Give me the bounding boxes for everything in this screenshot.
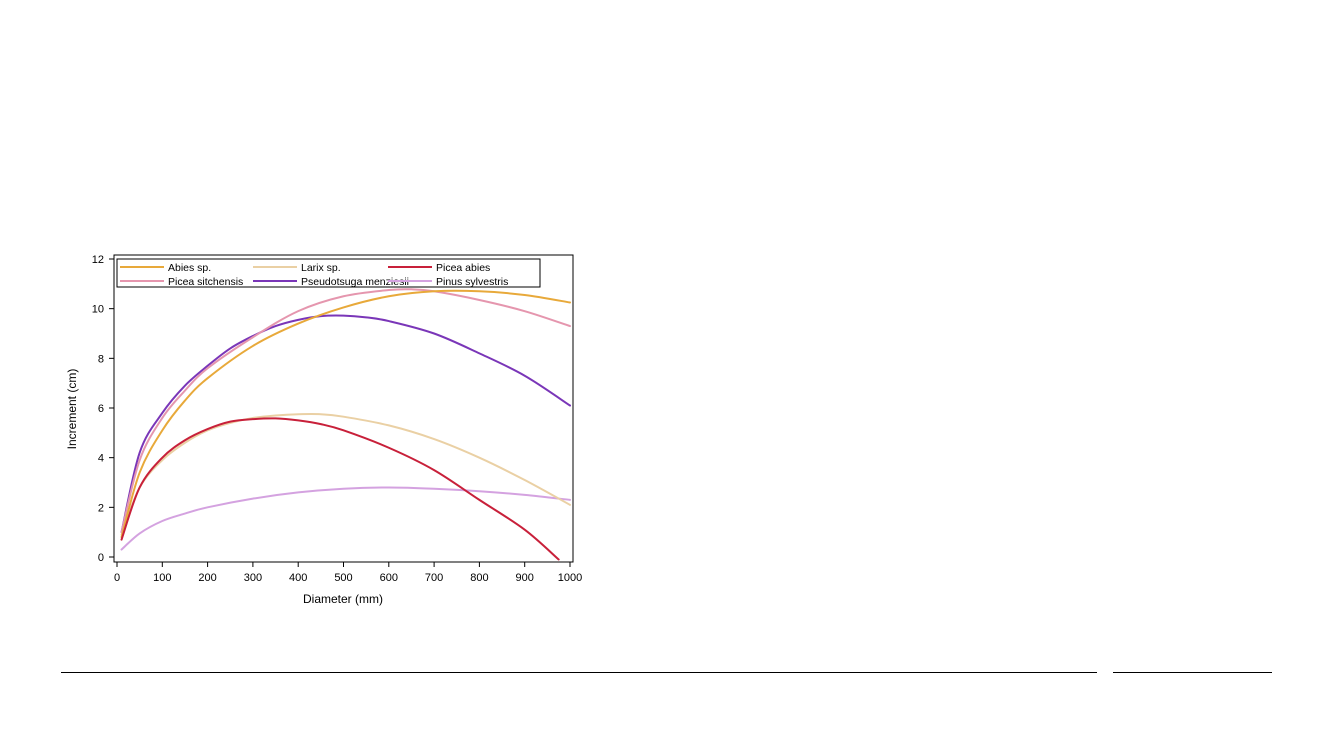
x-tick-label: 400	[289, 572, 307, 584]
x-tick-label: 900	[516, 572, 534, 584]
legend-label-picea-sitchensis: Picea sitchensis	[168, 276, 243, 288]
y-axis-label: Increment (cm)	[65, 369, 79, 450]
y-tick-label: 10	[92, 304, 104, 316]
legend-label-pinus-sylvestris: Pinus sylvestris	[436, 276, 508, 288]
series-line-picea-sitchensis	[122, 289, 570, 532]
x-axis-label: Diameter (mm)	[303, 592, 383, 606]
footer-rule-right	[1113, 672, 1272, 673]
legend-label-abies-sp: Abies sp.	[168, 262, 211, 274]
footer-rule-left	[61, 672, 1097, 673]
legend: Abies sp. Larix sp. Picea abies Picea sitch…	[117, 259, 540, 288]
legend-label-picea-abies: Picea abies	[436, 262, 490, 274]
y-axis-ticks: 0 2 4 6 8 10 12	[92, 254, 114, 564]
x-tick-label: 200	[198, 572, 216, 584]
x-tick-label: 1000	[558, 572, 582, 584]
x-tick-label: 300	[244, 572, 262, 584]
x-tick-label: 800	[470, 572, 488, 584]
y-tick-label: 4	[98, 453, 104, 465]
x-tick-label: 600	[380, 572, 398, 584]
y-tick-label: 2	[98, 502, 104, 514]
series-line-abies-sp	[122, 291, 570, 537]
y-tick-label: 8	[98, 353, 104, 365]
x-tick-label: 500	[334, 572, 352, 584]
y-tick-label: 6	[98, 403, 104, 415]
x-axis-ticks: 0 100 200 300 400 500 600 700 800 900 1000	[114, 562, 582, 584]
series-line-pinus-sylvestris	[122, 487, 570, 549]
x-tick-label: 100	[153, 572, 171, 584]
series-line-pseudotsuga-menziesii	[122, 315, 570, 532]
x-tick-label: 700	[425, 572, 443, 584]
y-tick-label: 12	[92, 254, 104, 266]
series-lines	[122, 289, 570, 559]
legend-label-larix-sp: Larix sp.	[301, 262, 341, 274]
x-tick-label: 0	[114, 572, 120, 584]
y-tick-label: 0	[98, 552, 104, 564]
